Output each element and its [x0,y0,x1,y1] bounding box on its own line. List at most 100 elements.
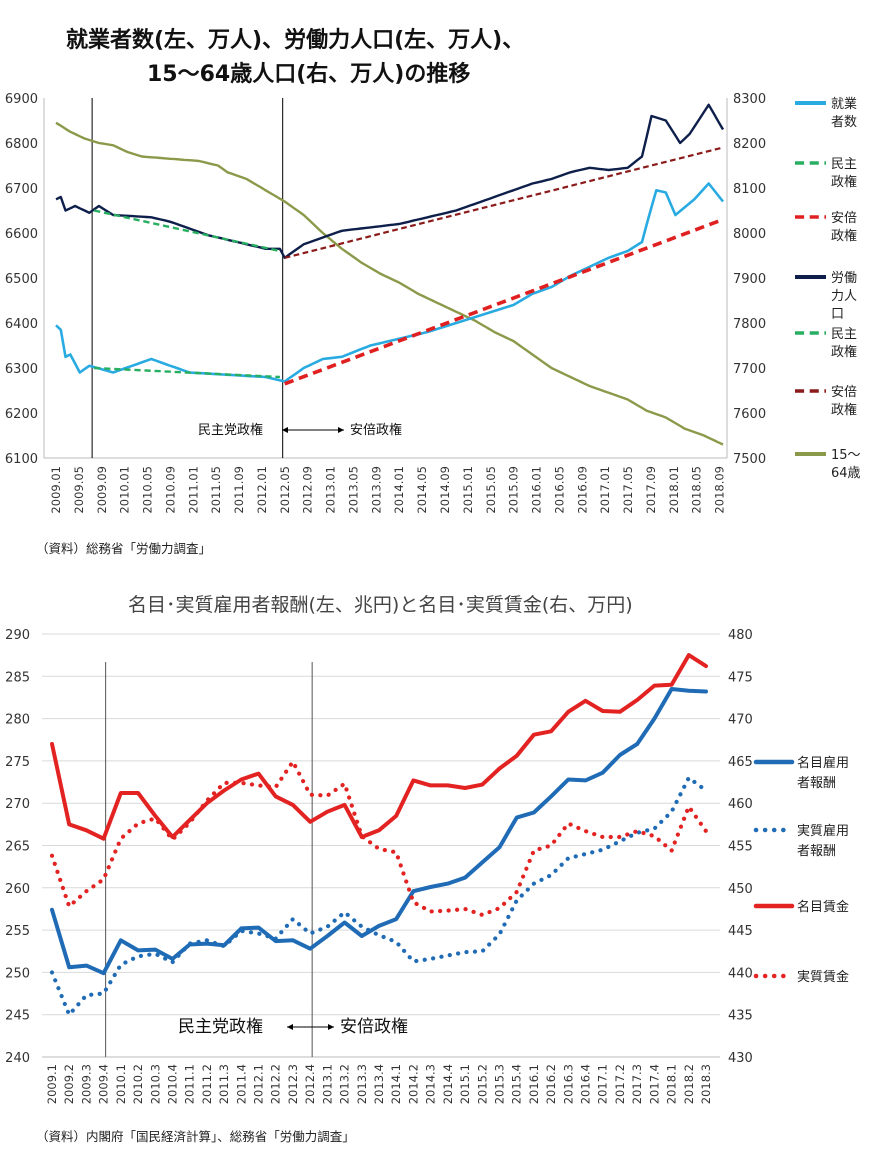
chart1-y-right-tick: 7500 [733,452,766,467]
chart1-legend-label: 労働 [831,271,857,286]
chart1-legend-label: 民主 [831,327,857,342]
chart2-x-tick: 2012.2 [269,1064,283,1104]
chart1-title-line1: 就業者数(左、万人)、労働力人口(左、万人)、 [66,27,524,53]
chart2-x-tick: 2018.3 [699,1064,713,1104]
chart1-y-right-tick: 8300 [733,92,766,107]
chart2-x-tick: 2018.1 [665,1064,679,1104]
chart1-legend-label: 力人 [831,289,857,304]
chart1-x-tick: 2018.09 [713,466,727,514]
chart2-y-left-tick: 265 [5,840,30,855]
chart2-x-tick: 2010.1 [114,1064,128,1104]
chart2-x-tick: 2018.2 [682,1064,696,1104]
chart1-x-tick: 2012.05 [278,466,292,514]
chart1-y-left-tick: 6900 [5,92,38,107]
chart2-series-line [49,759,709,917]
chart1-x-tick: 2016.09 [575,466,589,514]
chart2-x-tick: 2014.1 [389,1064,403,1104]
chart2-x-tick: 2010.2 [131,1064,145,1104]
chart2-y-left-tick: 275 [5,755,30,770]
chart1-x-tick: 2012.01 [255,466,269,514]
chart1-y-left-tick: 6800 [5,137,38,152]
chart2-x-tick: 2013.1 [320,1064,334,1104]
chart1-x-tick: 2015.09 [507,466,521,514]
chart2-legend-label: 者報酬 [797,844,836,859]
chart1-y-right-tick: 8100 [733,182,766,197]
chart1-y-left-tick: 6100 [5,452,38,467]
chart1-y-left-tick: 6400 [5,317,38,332]
chart2-x-tick: 2013.2 [338,1064,352,1104]
chart2-plot: 240 245 250 255 260 265 270 275 280 285 290 430 435 4… [5,628,753,1104]
chart2-x-tick: 2009.3 [79,1064,93,1104]
chart1-y-right-tick: 8200 [733,137,766,152]
chart2-x-tick: 2017.4 [647,1064,661,1104]
chart1-legend-label: 安倍 [831,385,857,400]
chart2-legend-label: 者報酬 [797,776,836,791]
chart1-y-left-tick: 6500 [5,272,38,287]
chart1-legend-label: 口 [831,307,844,322]
chart2-y-right-tick: 475 [728,670,753,685]
chart1-x-tick: 2012.09 [301,466,315,514]
chart2-title: 名目･実質雇用者報酬(左、兆円)と名目･実質賃金(右、万円) [128,594,633,616]
chart2-y-right-tick: 430 [728,1051,753,1066]
chart2-y-left-tick: 285 [5,670,30,685]
chart1-legend-label: 15～ [831,448,861,463]
chart1-plot: 6100 6200 6300 6400 6500 6600 6700 6800 6900 7500… [5,92,766,514]
chart2-x-tick: 2016.2 [544,1064,558,1104]
chart1-annotation-right: 安倍政権 [350,422,402,438]
chart1-x-tick: 2018.01 [667,466,681,514]
chart1-y-right-tick: 7900 [733,272,766,287]
chart2-y-right-tick: 480 [728,628,753,643]
chart1-series-line [55,182,725,383]
chart2-x-tick: 2015.2 [475,1064,489,1104]
chart2-series-line [49,775,709,1017]
chart1-y-right-tick: 7700 [733,362,766,377]
chart2-x-tick: 2015.1 [458,1064,472,1104]
chart2-x-tick: 2014.4 [441,1064,455,1104]
chart1-x-tick: 2014.01 [392,466,406,514]
chart1-x-tick: 2014.09 [438,466,452,514]
chart2-annotation-right: 安倍政権 [340,1017,408,1037]
chart1-source: （資料）総務省「労働力調査」 [36,541,211,556]
chart1-title-line2: 15～64歳人口(右、万人)の推移 [147,61,470,87]
chart1-y-right-tick: 8000 [733,227,766,242]
chart1-series-line [284,146,724,259]
chart1-y-left-tick: 6600 [5,227,38,242]
chart2-y-left-tick: 240 [5,1051,30,1066]
chart2-x-tick: 2013.3 [355,1064,369,1104]
chart2-x-tick: 2012.4 [303,1064,317,1104]
chart2-x-tick: 2011.2 [200,1064,214,1104]
chart1-legend-label: 就業 [831,96,857,112]
chart2-y-left-tick: 270 [5,797,30,812]
chart1-y-right-tick: 7600 [733,407,766,422]
chart2-annotation-left: 民主党政権 [178,1017,263,1037]
chart1-x-tick: 2013.01 [324,466,338,514]
chart1-x-tick: 2016.01 [530,466,544,514]
chart2-x-tick: 2015.4 [510,1064,524,1104]
chart2-y-left-tick: 250 [5,966,30,981]
chart2-x-tick: 2013.4 [372,1064,386,1104]
chart2-legend-label: 実質雇用 [797,823,849,839]
chart1-x-tick: 2009.01 [49,466,63,514]
chart2-y-left-tick: 280 [5,713,30,728]
chart1-x-tick: 2017.09 [644,466,658,514]
chart2-x-tick: 2014.2 [406,1064,420,1104]
chart1-y-right-tick: 7800 [733,317,766,332]
chart1-x-tick: 2014.05 [415,466,429,514]
chart1-x-tick: 2011.05 [209,466,223,514]
chart1-x-tick: 2010.01 [118,466,132,514]
chart2-x-tick: 2014.3 [424,1064,438,1104]
chart2-x-tick: 2012.1 [252,1064,266,1104]
chart2-legend-label: 名目賃金 [797,899,849,915]
chart2-y-right-tick: 470 [728,713,753,728]
chart1-legend-label: 政権 [831,174,857,190]
chart1-annotation-left: 民主党政権 [198,422,263,438]
chart1-x-tick: 2018.05 [690,466,704,514]
chart2-x-tick: 2017.2 [613,1064,627,1104]
chart2-x-tick: 2010.3 [148,1064,162,1104]
chart1-x-tick: 2013.05 [346,466,360,514]
chart1-x-tick: 2009.09 [95,466,109,514]
chart1-legend-label: 64歳 [831,466,861,481]
